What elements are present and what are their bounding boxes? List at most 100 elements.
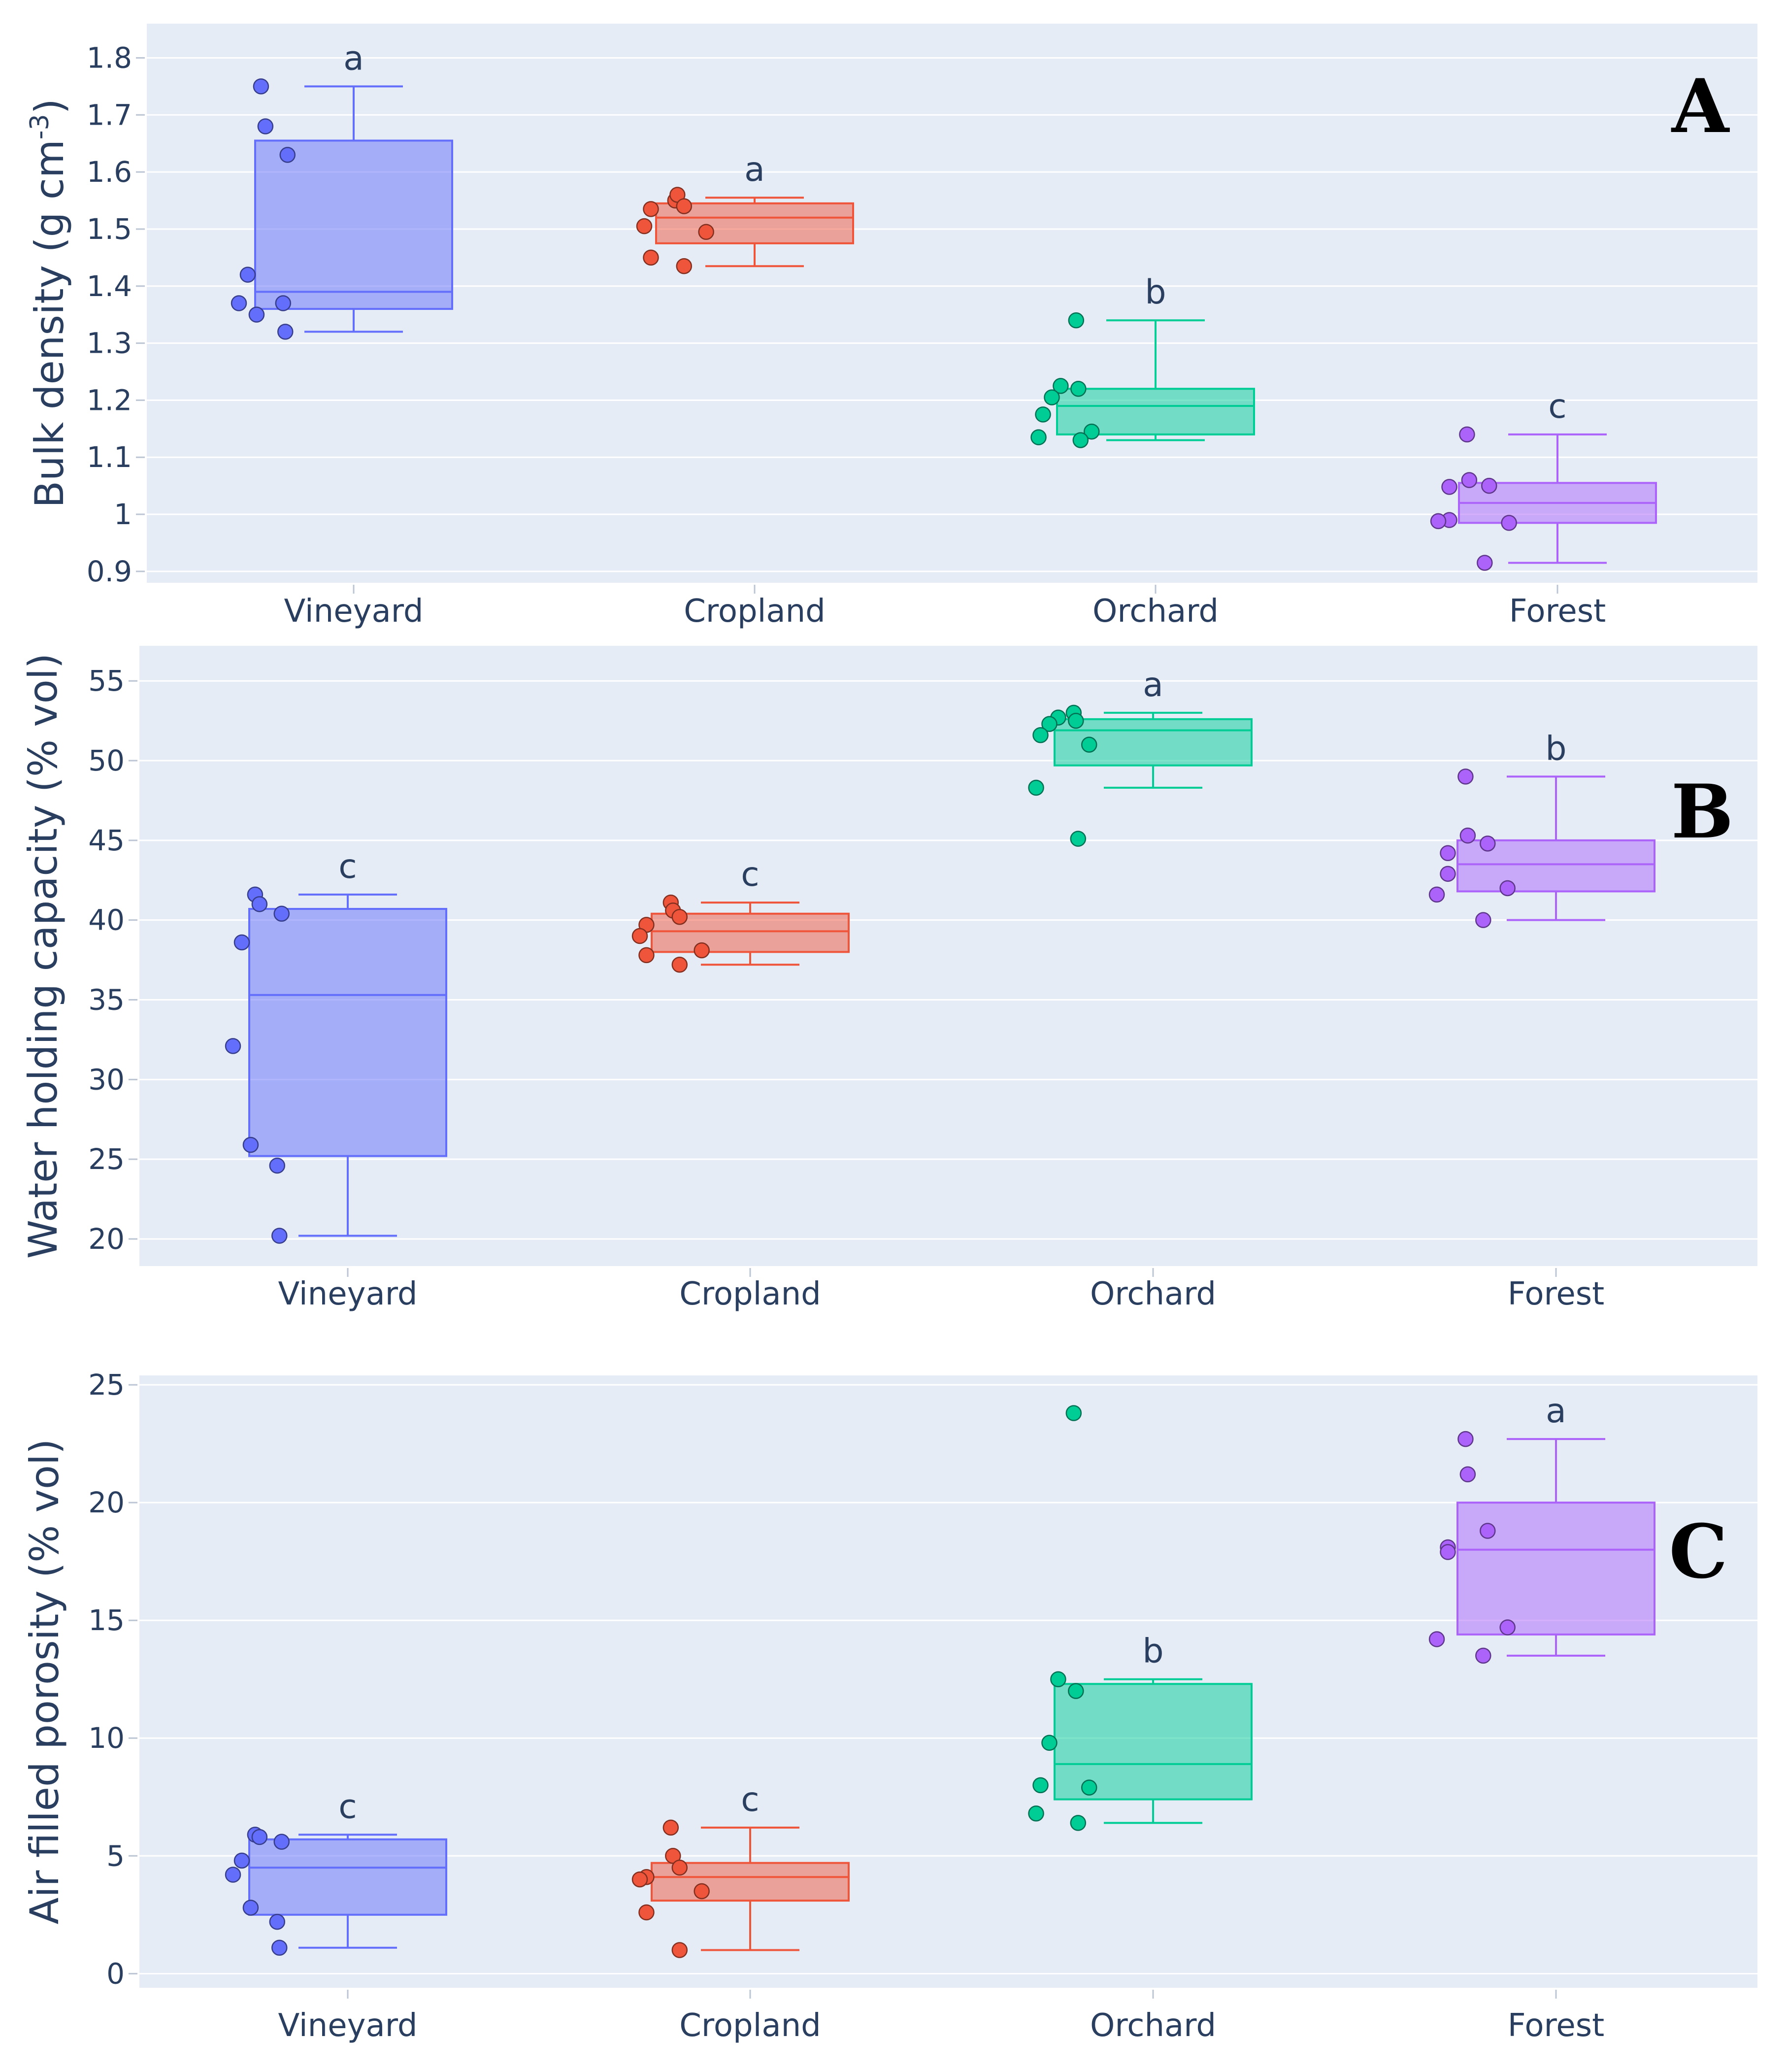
data-point xyxy=(273,905,290,922)
data-point xyxy=(676,258,693,274)
box-orchard: b xyxy=(1028,1405,1253,1831)
y-axis-title: Water holding capacity (% vol) xyxy=(20,653,66,1259)
y-tick-label: 1.4 xyxy=(87,269,132,303)
data-point xyxy=(253,78,269,95)
significance-letter: c xyxy=(741,1780,759,1819)
panel-label: C xyxy=(1669,1508,1727,1595)
data-point xyxy=(269,1157,286,1174)
y-tick-label: 1.8 xyxy=(87,41,132,74)
data-point xyxy=(1070,1815,1087,1831)
data-point xyxy=(1032,727,1049,743)
significance-letter: a xyxy=(1143,666,1163,704)
data-point xyxy=(257,118,274,134)
box-forest: a xyxy=(1428,1392,1655,1664)
x-tick-label-orchard: Orchard xyxy=(1092,593,1219,630)
data-point xyxy=(242,1136,259,1153)
box-iqr xyxy=(248,1838,447,1916)
x-tick-label-cropland: Cropland xyxy=(684,593,826,630)
x-tick-label-forest: Forest xyxy=(1509,593,1606,630)
data-point xyxy=(1068,712,1084,729)
y-axis-title: Bulk density (g cm-3) xyxy=(25,99,72,508)
significance-letter: b xyxy=(1545,729,1566,768)
data-point xyxy=(242,1900,259,1916)
y-tick-label: 30 xyxy=(88,1063,125,1096)
data-point xyxy=(233,1852,250,1869)
data-point xyxy=(1053,378,1069,394)
data-point xyxy=(1475,1647,1491,1664)
y-tick-label: 15 xyxy=(88,1604,125,1637)
y-tick-label: 20 xyxy=(88,1222,125,1256)
y-axis-title: Air filled porosity (% vol) xyxy=(22,1439,67,1925)
y-tick-label: 50 xyxy=(88,744,125,777)
y-tick-label: 55 xyxy=(88,664,125,698)
significance-letter: a xyxy=(343,39,364,78)
y-tick-label: 20 xyxy=(88,1486,125,1519)
data-point xyxy=(676,198,693,214)
data-point xyxy=(251,1829,268,1845)
box-iqr xyxy=(655,202,854,244)
data-point xyxy=(251,896,268,912)
y-tick-label: 25 xyxy=(88,1142,125,1176)
y-tick-label: 25 xyxy=(88,1368,125,1402)
data-point xyxy=(638,1904,655,1921)
data-point xyxy=(1028,1805,1044,1822)
x-tick-label-cropland: Cropland xyxy=(679,2007,821,2044)
data-point xyxy=(239,267,256,283)
significance-letter: c xyxy=(1548,387,1566,426)
data-point xyxy=(231,295,247,311)
data-point xyxy=(1457,1431,1474,1447)
data-point xyxy=(225,1038,241,1054)
data-point xyxy=(1041,716,1058,732)
box-cropland: c xyxy=(631,1780,850,1958)
data-point xyxy=(269,1913,286,1930)
data-point xyxy=(225,1867,241,1883)
data-point xyxy=(248,306,265,323)
data-point xyxy=(1475,912,1491,928)
box-forest: c xyxy=(1430,387,1657,571)
data-point xyxy=(1065,1405,1082,1421)
data-point xyxy=(1050,1671,1066,1687)
box-iqr xyxy=(254,139,453,310)
data-point xyxy=(1440,845,1456,861)
data-point xyxy=(1480,1523,1496,1539)
box-iqr xyxy=(651,912,850,953)
data-point xyxy=(1081,1779,1097,1796)
y-tick-label: 1 xyxy=(114,498,132,531)
data-point xyxy=(1457,769,1474,785)
x-tick-label-vineyard: Vineyard xyxy=(278,2007,418,2044)
x-tick-label-forest: Forest xyxy=(1508,2007,1604,2044)
data-point xyxy=(1035,406,1051,423)
data-point xyxy=(1481,477,1497,494)
data-point xyxy=(694,1883,710,1900)
data-point xyxy=(671,957,688,973)
data-point xyxy=(1044,389,1060,405)
y-tick-label: 0.9 xyxy=(87,555,132,588)
y-tick-label: 1.7 xyxy=(87,98,132,132)
x-tick-label-cropland: Cropland xyxy=(679,1276,821,1312)
significance-letter: b xyxy=(1145,273,1166,312)
data-point xyxy=(631,1871,648,1888)
significance-letter: b xyxy=(1142,1632,1163,1671)
box-vineyard: a xyxy=(231,39,453,340)
y-tick-label: 0 xyxy=(106,1957,125,1990)
data-point xyxy=(1440,866,1456,882)
data-point xyxy=(1083,423,1100,440)
data-point xyxy=(671,1859,688,1876)
data-point xyxy=(671,1942,688,1958)
x-tick-label-forest: Forest xyxy=(1508,1276,1604,1312)
data-point xyxy=(1461,472,1478,488)
y-tick-label: 45 xyxy=(88,824,125,857)
data-point xyxy=(271,1228,288,1244)
significance-letter: a xyxy=(744,150,765,189)
y-tick-label: 35 xyxy=(88,983,125,1017)
data-point xyxy=(273,1834,290,1850)
data-point xyxy=(1459,426,1475,443)
data-point xyxy=(1501,515,1517,531)
data-point xyxy=(1070,380,1087,397)
panel-a: 0.9 1 1.1 1.2 1.3 1.4 1.5 1.6 1.7 1.8 Bulk density… xyxy=(25,24,1757,630)
data-point xyxy=(636,218,653,234)
data-point xyxy=(1028,779,1044,796)
x-tick-label-orchard: Orchard xyxy=(1090,2007,1216,2044)
data-point xyxy=(1068,312,1085,329)
